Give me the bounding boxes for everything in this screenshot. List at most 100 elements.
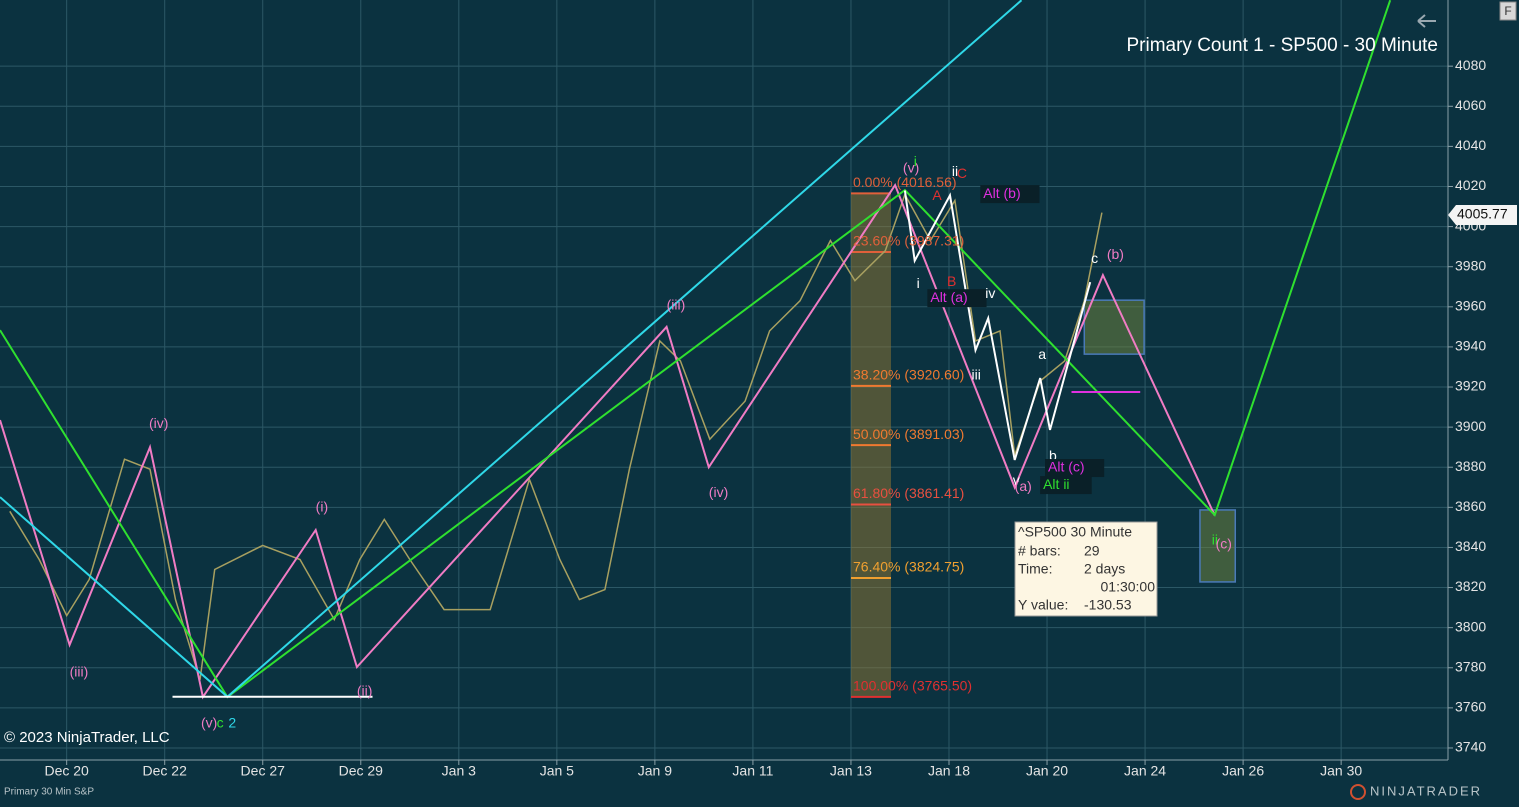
plot-area: [0, 0, 1392, 700]
y-tick-label: 3920: [1455, 378, 1486, 394]
brand-logo: [1350, 784, 1366, 800]
wave-label: i: [914, 153, 917, 169]
wave-label: Alt (b): [983, 185, 1020, 201]
y-tick-label: 3740: [1455, 739, 1486, 755]
fib-label: 0.00% (4016.56): [853, 174, 957, 190]
y-tick-label: 3760: [1455, 699, 1486, 715]
fib-label: 23.60% (3987.31): [853, 233, 964, 249]
back-arrow[interactable]: [1417, 14, 1436, 28]
annotation-bg: [1045, 459, 1105, 478]
y-tick-label: 3860: [1455, 498, 1486, 514]
x-tick-label: Dec 29: [339, 763, 384, 779]
x-tick-label: Jan 5: [540, 763, 574, 779]
f-button[interactable]: [1499, 1, 1517, 21]
tooltip-label: Time:: [1018, 561, 1052, 577]
wave-label: A: [932, 187, 942, 203]
y-tick-label: 3980: [1455, 257, 1486, 273]
wave-label: c: [217, 715, 224, 731]
tooltip-title: ^SP500 30 Minute: [1018, 524, 1132, 540]
y-tick-label: 3960: [1455, 298, 1486, 314]
x-tick-label: Jan 13: [830, 763, 872, 779]
fib-label: 50.00% (3891.03): [853, 426, 964, 442]
tooltip-value: 29: [1084, 543, 1100, 559]
target-zone: [1083, 299, 1145, 355]
wave-label: v: [1013, 472, 1020, 488]
y-tick-label: 3820: [1455, 578, 1486, 594]
wave-label: (a): [1015, 478, 1032, 494]
wave-label: ii: [1212, 532, 1218, 548]
wave-label: a: [1038, 346, 1046, 362]
annotation-bg: [980, 185, 1040, 204]
x-tick-label: Jan 30: [1320, 763, 1362, 779]
grid: [0, 0, 1453, 765]
wave-label: (iv): [709, 484, 728, 500]
copyright: © 2023 NinjaTrader, LLC: [4, 729, 170, 746]
labels: 3740 3760 3780 3800 3820 3840 3860 3880 3900 3920…: [44, 57, 1517, 779]
fib-label: 61.80% (3861.41): [853, 485, 964, 501]
wave-label: c: [1091, 250, 1098, 266]
wave-label: 2: [228, 715, 236, 731]
wave-label: Alt (c): [1048, 459, 1085, 475]
wave-label: b: [1049, 448, 1057, 464]
tooltip-box: [1014, 521, 1158, 617]
target-zone: [1199, 509, 1237, 583]
fib-label: 100.00% (3765.50): [853, 678, 972, 694]
x-tick-label: Dec 20: [44, 763, 89, 779]
series-line: [0, 0, 1392, 699]
y-tick-label: 4060: [1455, 97, 1486, 113]
annotation-bg: [1040, 476, 1092, 495]
wave-label: B: [947, 273, 956, 289]
wave-label: iii: [972, 367, 981, 383]
wave-label: (iii): [667, 297, 686, 313]
wave-label: (v): [903, 160, 919, 176]
tooltip-label: Y value:: [1018, 597, 1068, 613]
x-tick-label: Jan 3: [442, 763, 476, 779]
wave-label: (c): [1216, 536, 1232, 552]
series-line: [0, 182, 1216, 700]
x-tick-label: Jan 18: [928, 763, 970, 779]
wave-label: ii: [952, 163, 958, 179]
y-tick-label: 3780: [1455, 658, 1486, 674]
fib-label: 76.40% (3824.75): [853, 559, 964, 575]
tooltip: ^SP500 30 Minute # bars: 29 Time: 2 days…: [1014, 521, 1158, 617]
y-tick-label: 3840: [1455, 538, 1486, 554]
fib-label: 38.20% (3920.60): [853, 367, 964, 383]
x-tick-label: Jan 26: [1222, 763, 1264, 779]
wave-label: Alt (a): [930, 289, 967, 305]
x-tick-label: Dec 27: [241, 763, 286, 779]
y-tick-label: 3800: [1455, 618, 1486, 634]
f-button-label[interactable]: F: [1504, 4, 1511, 18]
annotation-bg: [927, 289, 987, 308]
wave-label: (ii): [357, 683, 373, 699]
y-tick-label: 4040: [1455, 137, 1486, 153]
wave-label: i: [917, 275, 920, 291]
wave-label: (iv): [149, 415, 168, 431]
y-tick-label: 4020: [1455, 177, 1486, 193]
tooltip-label: # bars:: [1018, 543, 1061, 559]
x-tick-label: Jan 11: [732, 763, 773, 779]
y-tick-label: 3880: [1455, 458, 1486, 474]
tooltip-value: 2 days: [1084, 561, 1125, 577]
wave-label: (b): [1107, 246, 1124, 262]
x-tick-label: Jan 24: [1124, 763, 1166, 779]
x-tick-label: Dec 22: [143, 763, 188, 779]
y-tick-label: 3900: [1455, 418, 1486, 434]
tooltip-value: 01:30:00: [1101, 579, 1156, 595]
wave-label: C: [957, 165, 967, 181]
wave-label: (i): [316, 499, 328, 515]
wave-label: Alt ii: [1043, 476, 1069, 492]
series-line: [9, 192, 1103, 681]
brand: NINJATRADER: [1370, 783, 1482, 798]
y-tick-label: 4080: [1455, 57, 1486, 73]
chart-title: Primary Count 1 - SP500 - 30 Minute: [1126, 35, 1438, 56]
wave-label: (iii): [70, 664, 89, 680]
series-line: [903, 190, 1092, 461]
price-badge: [1448, 205, 1517, 226]
wave-label: iv: [985, 285, 995, 301]
price-badge-label: 4005.77: [1457, 206, 1508, 222]
tooltip-value: -130.53: [1084, 597, 1132, 613]
footer-label: Primary 30 Min S&P: [4, 787, 94, 798]
wave-label: (v): [201, 715, 217, 731]
